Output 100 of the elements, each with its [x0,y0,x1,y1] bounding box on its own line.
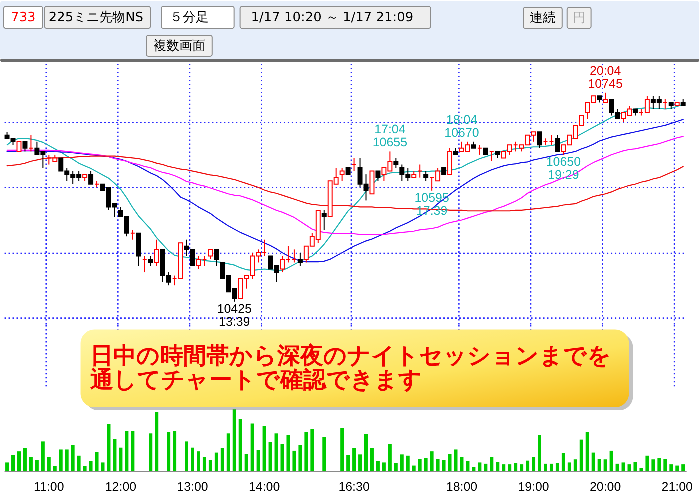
candlestick [603,92,608,104]
bar [508,464,512,472]
bar [83,466,87,472]
bar [358,454,362,472]
candlestick [208,249,214,260]
bar [622,462,626,472]
bar [280,444,284,472]
bar [490,457,494,472]
bar [388,444,392,472]
bar [430,452,434,472]
text: 通してチャートで確認できます [90,368,423,394]
bar [676,466,680,472]
x-tick-label: 14:00 [248,480,280,494]
bar [466,461,470,472]
bar [77,456,81,472]
bar [262,426,266,472]
bar [59,450,63,472]
bar [514,463,518,472]
x-tick-label: 19:00 [518,480,550,494]
bar [592,452,596,472]
bar [304,432,308,472]
candlestick [16,141,22,152]
candlestick [376,170,381,182]
bar [256,450,260,472]
bar [670,464,674,472]
bar [400,454,404,472]
bar [604,460,608,472]
bar [125,431,129,472]
bar [424,458,428,472]
bar [35,460,39,472]
bar [562,453,566,472]
bar [646,456,650,472]
bar [340,428,344,472]
bar [502,464,506,472]
bar [346,455,350,472]
bar [173,431,177,472]
text: 10425 13:39 [217,302,252,329]
bar [652,460,656,472]
bar [376,461,380,472]
bar [149,434,153,472]
x-tick-label: 11:00 [34,480,64,494]
bar [286,436,290,472]
bar [202,457,206,472]
bar [442,460,446,472]
bar [71,445,75,472]
bar [238,419,242,472]
bar [12,455,16,472]
bar [274,434,278,472]
bar [556,463,560,472]
bar [250,424,254,472]
bar [364,434,368,472]
bar [29,457,33,472]
bar [370,448,374,472]
candlestick [148,256,154,266]
bar [53,466,57,472]
bar [484,464,488,472]
bar [65,450,69,472]
bar [460,457,464,472]
text: 連続 [530,11,556,26]
bar [682,464,686,472]
candlestick [88,170,94,185]
bar [191,448,194,472]
bar [298,445,302,472]
x-tick-label: 20:00 [590,480,622,494]
bar [208,460,212,472]
bar [155,412,159,472]
text: 225ミニ先物NS [48,10,144,26]
bar [472,467,476,472]
bar [634,462,638,472]
bar [352,448,356,472]
candlestick [298,252,303,266]
candlestick [394,158,399,169]
bar [448,454,452,472]
bar [550,464,554,472]
candlestick [136,232,142,266]
x-tick-label: 13:00 [177,480,208,494]
bar [220,448,224,472]
bar [89,461,93,472]
bar [107,424,111,472]
bar [185,442,189,472]
bar [95,452,99,472]
bar [382,462,386,472]
bar [568,462,572,472]
bar [496,462,500,472]
bar [244,454,248,472]
bar [436,458,440,472]
bar [412,466,416,472]
bar [616,464,620,472]
bar [214,452,218,472]
bar [406,456,410,472]
bar [23,448,27,472]
text: 18:04 10670 [444,112,480,140]
bar [113,439,117,472]
bar [226,434,230,472]
candlestick [555,134,560,152]
text: 円 [572,11,586,26]
bar [586,432,590,472]
bar [310,429,314,472]
text: 複数画面 [153,39,206,54]
candlestick [22,141,28,152]
